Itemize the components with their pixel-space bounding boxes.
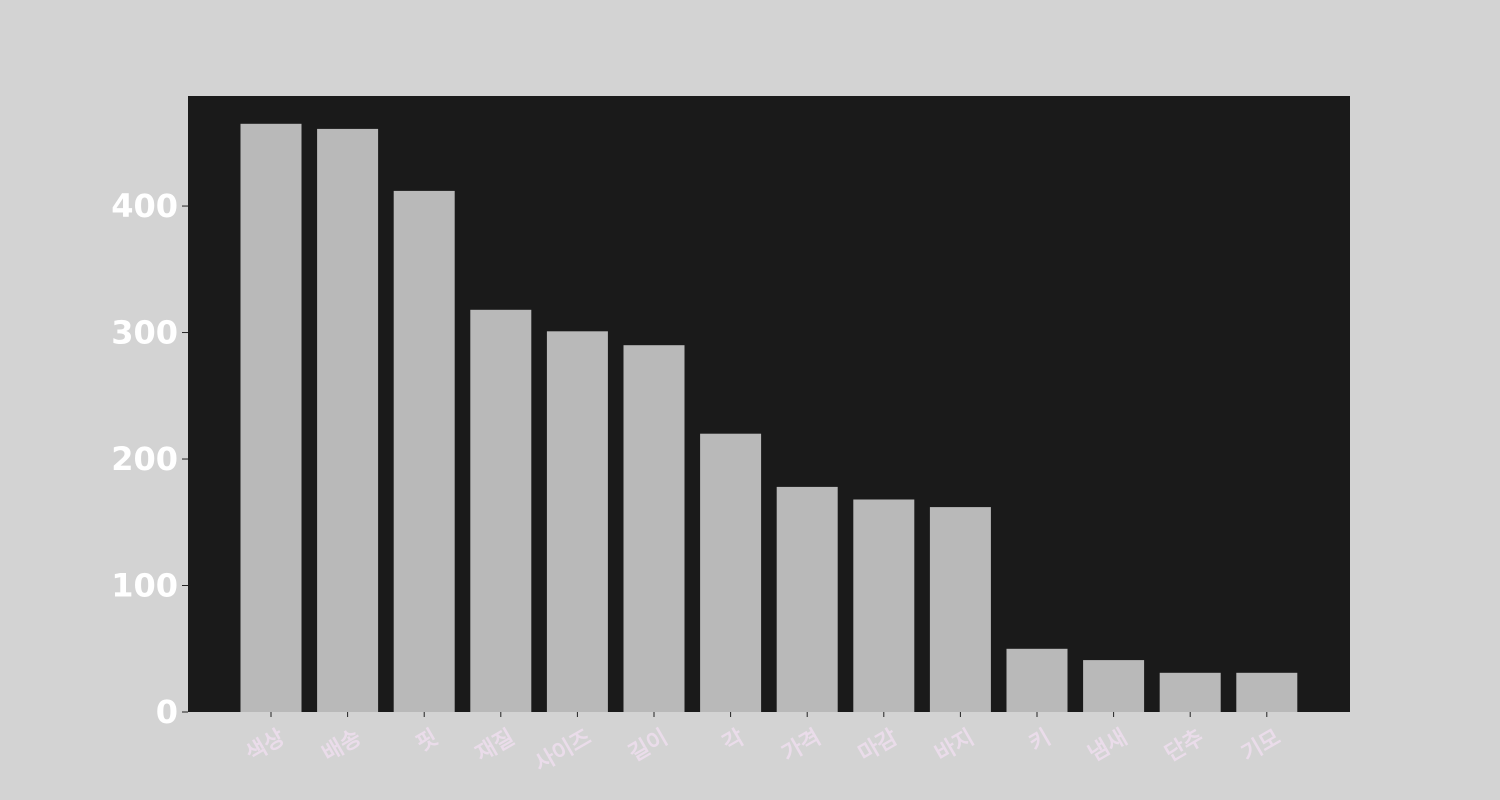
x-tick-label-3: 재질 [471,725,519,767]
x-tick-label-4: 사이즈 [531,725,596,777]
plot-background [188,96,1350,712]
x-tick-label-2: 핏 [412,725,442,757]
x-tick-label-7: 가격 [778,725,826,767]
x-tick-label-5: 길이 [625,725,673,767]
y-tick-label-1: 100 [111,567,178,605]
bar-2 [393,190,455,712]
x-tick-label-1: 배송 [318,725,366,767]
y-tick-label-2: 200 [111,440,178,478]
y-tick-label-0: 0 [156,693,178,731]
x-tick-label-8: 마감 [854,725,902,767]
bar-5 [623,345,685,712]
bar-3 [470,309,532,712]
x-tick-label-12: 단추 [1161,725,1209,767]
bar-9 [929,507,991,712]
bar-4 [546,331,608,712]
bar-8 [853,499,915,712]
bar-6 [700,433,762,712]
bar-7 [776,486,838,712]
bars-group [240,123,1298,713]
x-tick-label-0: 색상 [242,725,290,767]
bar-0 [240,123,302,713]
x-tick-label-6: 각 [719,725,749,757]
x-tick-label-13: 기모 [1237,725,1285,767]
bar-12 [1159,672,1221,712]
bar-10 [1006,648,1068,712]
y-axis: 0 100 200 300 400 [111,187,188,731]
x-tick-label-9: 바지 [931,725,979,767]
bar-11 [1083,660,1145,712]
bar-13 [1236,672,1298,712]
bar-1 [317,128,379,712]
x-axis: 색상 배송 핏 재질 사이즈 길이 각 가격 마감 바지 키 냄새 단추 기모 [242,712,1285,777]
x-tick-label-11: 냄새 [1084,725,1132,767]
x-tick-label-10: 키 [1025,725,1055,757]
y-tick-label-3: 300 [111,314,178,352]
y-tick-label-4: 400 [111,187,178,225]
